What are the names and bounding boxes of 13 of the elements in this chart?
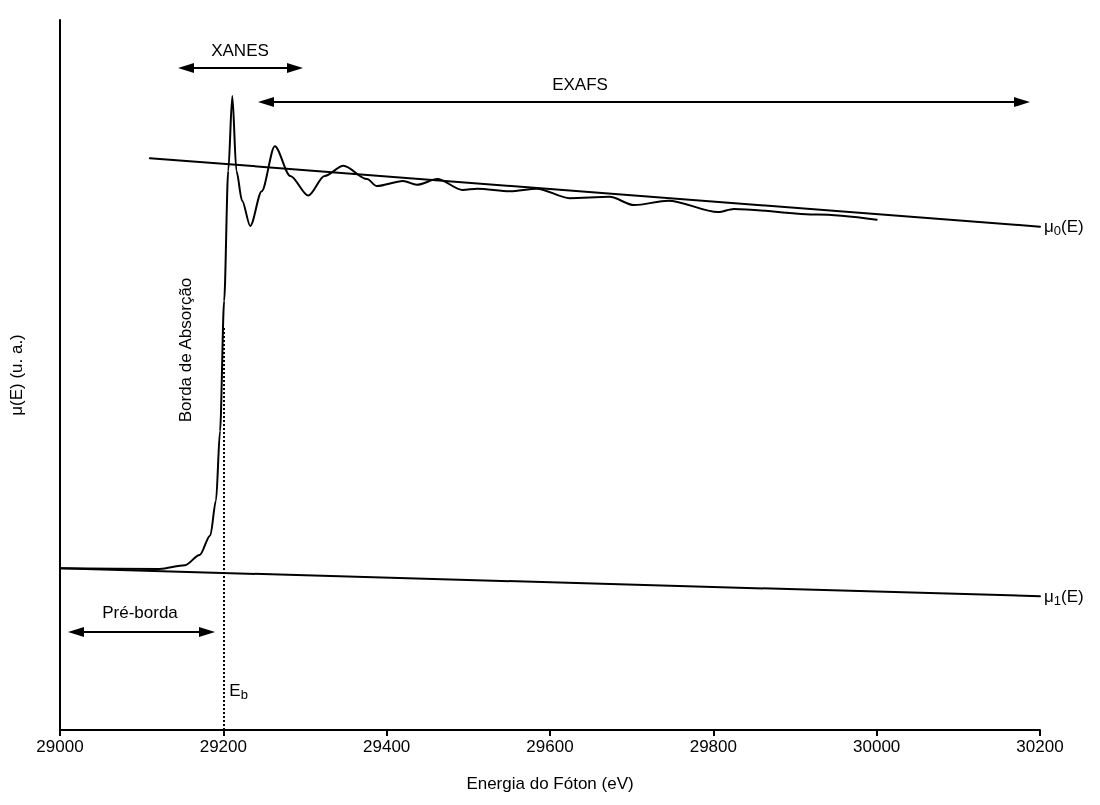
y-axis-title: μ(E) (u. a.) xyxy=(7,334,26,416)
x-tick-label: 30000 xyxy=(853,737,901,756)
x-tick-label: 29200 xyxy=(199,737,247,756)
annotation: Borda de Absorção xyxy=(175,277,195,423)
text: XANES xyxy=(211,40,269,60)
text: EXAFS xyxy=(552,74,608,94)
x-tick-label: 29400 xyxy=(363,737,411,756)
x-axis-title: Energia do Fóton (eV) xyxy=(466,774,634,793)
x-tick-label: 30200 xyxy=(1016,737,1064,756)
x-tick-label: 29800 xyxy=(689,737,737,756)
x-tick-label: 29600 xyxy=(526,737,574,756)
annotation: Pré-borda xyxy=(102,602,179,622)
x-tick-label: 29000 xyxy=(36,737,84,756)
